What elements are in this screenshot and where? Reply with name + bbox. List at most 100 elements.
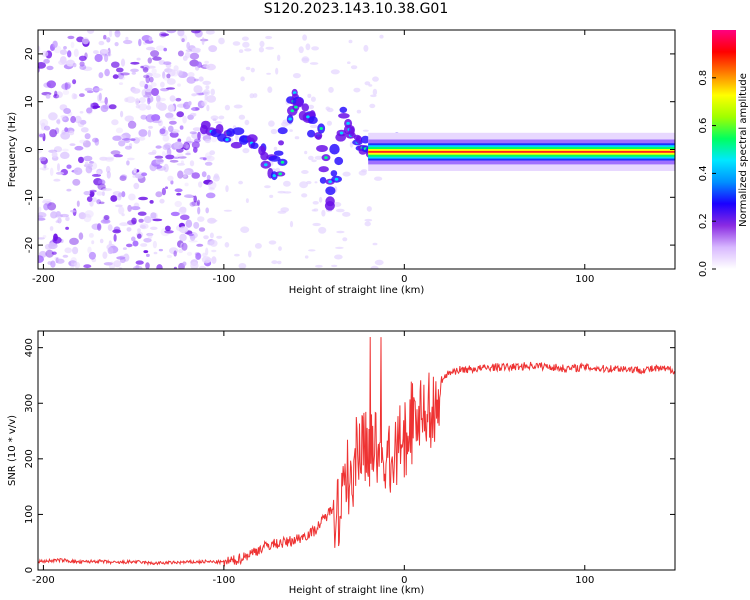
spectrogram-noise-blob	[138, 38, 142, 47]
spectrogram-noise-blob	[265, 35, 273, 40]
spectrogram-noise-blob	[308, 155, 314, 161]
spectrogram-noise-blob	[123, 39, 133, 45]
spectrogram-noise-blob	[302, 34, 307, 41]
spectrogram-noise-blob	[204, 60, 209, 64]
spectrogram-noise-blob	[153, 251, 158, 255]
spectrogram-noise-blob	[349, 141, 354, 148]
spectrogram-ridge-blob	[360, 135, 370, 144]
snr-y-tick-label: 400	[24, 338, 35, 357]
spectrogram-noise-blob	[314, 155, 323, 160]
spectrogram-ridge-peak	[339, 131, 344, 135]
spectrogram-noise-blob	[166, 78, 176, 85]
spectrogram-noise-blob	[138, 129, 148, 137]
spectrogram-noise-blob	[99, 100, 106, 104]
spectrogram-noise-blob	[113, 154, 123, 158]
spectrogram-carrier-band	[368, 150, 675, 153]
spectrogram-noise-blob	[193, 221, 200, 229]
spectrogram-x-tick-label: -100	[213, 274, 236, 285]
spectrogram-noise-blob	[334, 254, 343, 260]
spectrogram-noise-blob	[83, 264, 92, 269]
spectrogram-noise-blob	[366, 206, 372, 212]
spectrogram-noise-blob	[101, 191, 105, 197]
spectrogram-noise-blob	[165, 112, 174, 119]
spectrogram-noise-blob	[64, 247, 72, 254]
spectrogram-noise-blob	[110, 195, 118, 202]
spectrogram-noise-blob	[148, 125, 153, 129]
spectrogram-noise-blob	[126, 227, 132, 232]
spectrogram-noise-blob	[131, 217, 137, 225]
spectrogram-noise-blob	[209, 232, 214, 239]
spectrogram-noise-blob	[145, 46, 156, 51]
spectrogram-noise-blob	[364, 81, 371, 86]
spectrogram-noise-blob	[178, 70, 184, 79]
spectrogram-noise-blob	[191, 30, 201, 34]
spectrogram-noise-blob	[162, 71, 166, 79]
spectrogram-ridge-blob	[318, 166, 329, 173]
spectrogram-noise-blob	[202, 157, 207, 161]
spectrogram-noise-blob	[156, 95, 161, 103]
spectrogram-noise-blob	[372, 76, 379, 82]
spectrogram-ridge-blob	[301, 103, 309, 112]
spectrogram-noise-blob	[79, 64, 87, 70]
spectrogram-noise-blob	[342, 237, 348, 242]
spectrogram-noise-blob	[211, 256, 217, 264]
spectrogram-noise-blob	[268, 240, 277, 245]
spectrogram-ridge-blob	[296, 97, 304, 108]
spectrogram-noise-blob	[189, 131, 197, 135]
spectrogram-noise-blob	[49, 167, 54, 176]
spectrogram-noise-blob	[48, 112, 58, 121]
spectrogram-noise-blob	[45, 94, 51, 99]
spectrogram-noise-blob	[197, 206, 201, 215]
spectrogram-noise-blob	[331, 264, 338, 268]
spectrogram-noise-blob	[213, 173, 219, 179]
spectrogram-noise-blob	[299, 181, 308, 189]
spectrogram-noise-blob	[62, 89, 70, 95]
spectrogram-noise-blob	[104, 97, 108, 105]
spectrogram-noise-blob	[114, 42, 119, 47]
spectrogram-noise-blob	[309, 124, 318, 129]
spectrogram-noise-blob	[147, 57, 152, 64]
spectrogram-noise-blob	[208, 45, 218, 53]
spectrogram-noise-blob	[311, 159, 317, 163]
spectrogram-noise-blob	[224, 242, 230, 248]
spectrogram-noise-blob	[195, 66, 200, 71]
spectrogram-noise-blob	[163, 74, 171, 81]
spectrogram-noise-blob	[96, 191, 103, 196]
spectrogram-noise-blob	[61, 83, 71, 90]
spectrogram-noise-blob	[78, 55, 87, 61]
spectrogram-noise-blob	[79, 111, 84, 114]
spectrogram-noise-blob	[121, 191, 126, 198]
spectrogram-ridge-blob	[325, 196, 335, 207]
spectrogram-noise-blob	[191, 49, 201, 53]
spectrogram-noise-blob	[304, 255, 309, 259]
spectrogram-noise-blob	[136, 57, 141, 61]
spectrogram-ridge-peak	[328, 180, 332, 184]
spectrogram-noise-blob	[108, 240, 112, 247]
spectrogram-noise-blob	[259, 40, 265, 48]
spectrogram-noise-blob	[85, 165, 93, 174]
spectrogram-noise-blob	[109, 30, 113, 38]
spectrogram-noise-blob	[120, 72, 130, 76]
spectrogram-x-axis-label: Height of straight line (km)	[289, 285, 425, 296]
spectrogram-noise-blob	[312, 201, 319, 205]
spectrogram-noise-blob	[326, 120, 332, 126]
spectrogram-noise-blob	[206, 95, 217, 103]
spectrogram-noise-blob	[58, 59, 68, 66]
spectrogram-ridge-peak	[225, 138, 229, 142]
spectrogram-ridge-peak	[319, 127, 324, 130]
spectrogram-noise-blob	[275, 167, 281, 173]
spectrogram-noise-blob	[147, 129, 151, 138]
spectrogram-noise-blob	[55, 211, 61, 217]
spectrogram-noise-blob	[188, 240, 198, 243]
spectrogram-noise-blob	[97, 223, 102, 231]
spectrogram-noise-blob	[264, 185, 271, 189]
spectrogram-noise-blob	[198, 76, 204, 82]
spectrogram-noise-blob	[204, 138, 211, 144]
spectrogram-noise-blob	[205, 192, 216, 199]
spectrogram-noise-blob	[138, 103, 148, 111]
spectrogram-noise-blob	[163, 163, 169, 173]
spectrogram-noise-blob	[372, 242, 378, 246]
spectrogram-band-layer	[368, 132, 675, 171]
spectrogram-noise-blob	[83, 155, 93, 162]
spectrogram-noise-blob	[206, 174, 211, 181]
